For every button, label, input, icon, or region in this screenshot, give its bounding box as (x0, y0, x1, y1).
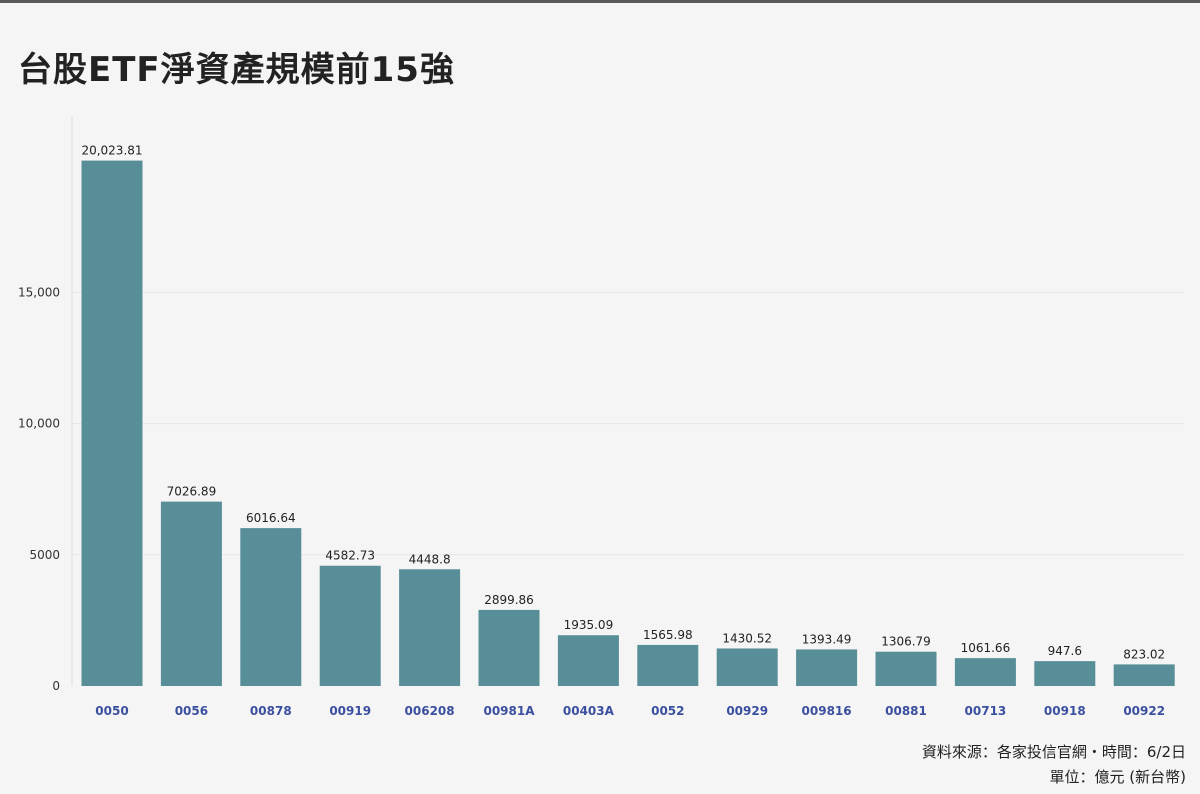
category-label: 009816 (802, 704, 852, 718)
data-label: 947.6 (1048, 644, 1082, 658)
category-label: 00403A (563, 704, 615, 718)
bar-00713 (954, 658, 1016, 686)
category-label: 006208 (405, 704, 455, 718)
x-axis-categories: 0050 0056 00878 00919 006208 00981A 00403A 0052… (95, 704, 1165, 718)
bar-009816 (796, 649, 858, 686)
bar-00919 (319, 565, 381, 686)
bar-006208 (399, 569, 461, 686)
category-label: 00922 (1123, 704, 1165, 718)
category-label: 00919 (329, 704, 371, 718)
grid-lines (72, 291, 1184, 556)
y-tick-label: 15,000 (18, 285, 60, 299)
y-tick-label: 10,000 (18, 417, 60, 431)
data-label: 2899.86 (484, 593, 534, 607)
y-tick-label: 0 (52, 679, 60, 693)
category-label: 00881 (885, 704, 927, 718)
bar-00881 (875, 651, 937, 686)
category-label: 00878 (250, 704, 292, 718)
data-label: 1306.79 (881, 635, 931, 649)
source-note: 資料來源：各家投信官網・時間：6/2日 單位：億元 (新台幣) (922, 740, 1186, 790)
source-text: 資料來源：各家投信官網・時間：6/2日 (921, 743, 1186, 761)
data-label: 823.02 (1123, 647, 1165, 661)
data-labels: 20,023.81 7026.89 6016.64 4582.73 4448.8 2899… (81, 144, 1165, 662)
y-axis-ticks: 0 5000 10,000 15,000 (18, 285, 60, 693)
data-label: 1430.52 (722, 631, 772, 645)
data-label: 1393.49 (802, 632, 852, 646)
bar-00922 (1113, 664, 1175, 686)
bar-0052 (637, 644, 699, 686)
data-label: 7026.89 (167, 485, 217, 499)
data-label: 4582.73 (325, 549, 375, 563)
bar-00878 (240, 528, 302, 686)
unit-text: 單位：億元 (新台幣) (1049, 768, 1186, 786)
top-rule (0, 0, 1200, 3)
category-label: 00713 (965, 704, 1007, 718)
chart-title: 台股ETF淨資產規模前15強 (18, 50, 455, 90)
bar-0056 (160, 501, 222, 686)
bar-00918 (1034, 661, 1096, 686)
bar-00981A (478, 609, 540, 686)
category-label: 00918 (1044, 704, 1086, 718)
y-tick-label: 5000 (29, 548, 60, 562)
category-label: 0052 (651, 704, 684, 718)
bar-00929 (716, 648, 778, 686)
data-label: 1565.98 (643, 628, 693, 642)
bars (81, 160, 1175, 687)
category-label: 0056 (175, 704, 208, 718)
data-label: 4448.8 (409, 552, 451, 566)
bar-00403A (557, 635, 619, 686)
data-label: 6016.64 (246, 511, 296, 525)
category-label: 00929 (726, 704, 768, 718)
data-label: 20,023.81 (81, 144, 142, 158)
category-label: 0050 (95, 704, 128, 718)
data-label: 1061.66 (961, 641, 1011, 655)
data-label: 1935.09 (564, 618, 614, 632)
category-label: 00981A (483, 704, 535, 718)
bar-0050 (81, 160, 143, 687)
